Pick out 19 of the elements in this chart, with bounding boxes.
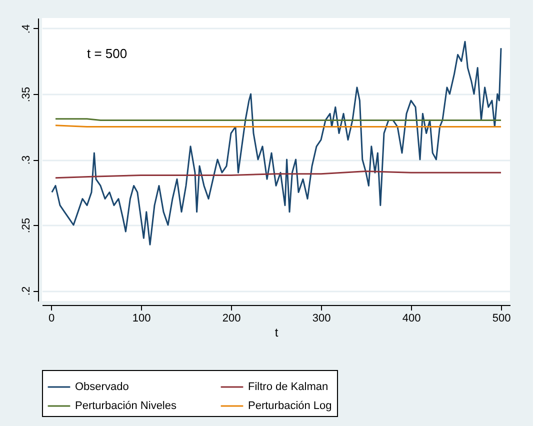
legend-label: Perturbación Log bbox=[248, 400, 332, 412]
x-tick-label: 400 bbox=[402, 312, 421, 324]
x-tick-label: 200 bbox=[222, 312, 241, 324]
y-tick-label: .4 bbox=[20, 24, 32, 34]
annotation: t = 500 bbox=[87, 46, 128, 61]
x-tick-label: 500 bbox=[492, 312, 511, 324]
line-series bbox=[51, 40, 502, 246]
y-tick-label: .2 bbox=[20, 286, 32, 296]
x-tick-label: 100 bbox=[132, 312, 151, 324]
y-tick-label: .3 bbox=[20, 155, 32, 165]
x-tick-label: 0 bbox=[48, 312, 55, 324]
line-series bbox=[54, 170, 502, 179]
y-tick-label: .35 bbox=[20, 86, 32, 102]
legend-label: Perturbación Niveles bbox=[75, 400, 177, 412]
y-tick-label: .25 bbox=[20, 218, 32, 234]
legend-label: Filtro de Kalman bbox=[248, 381, 328, 393]
x-tick-label: 300 bbox=[312, 312, 331, 324]
x-axis-title: t bbox=[274, 326, 279, 340]
legend-label: Observado bbox=[75, 381, 129, 393]
